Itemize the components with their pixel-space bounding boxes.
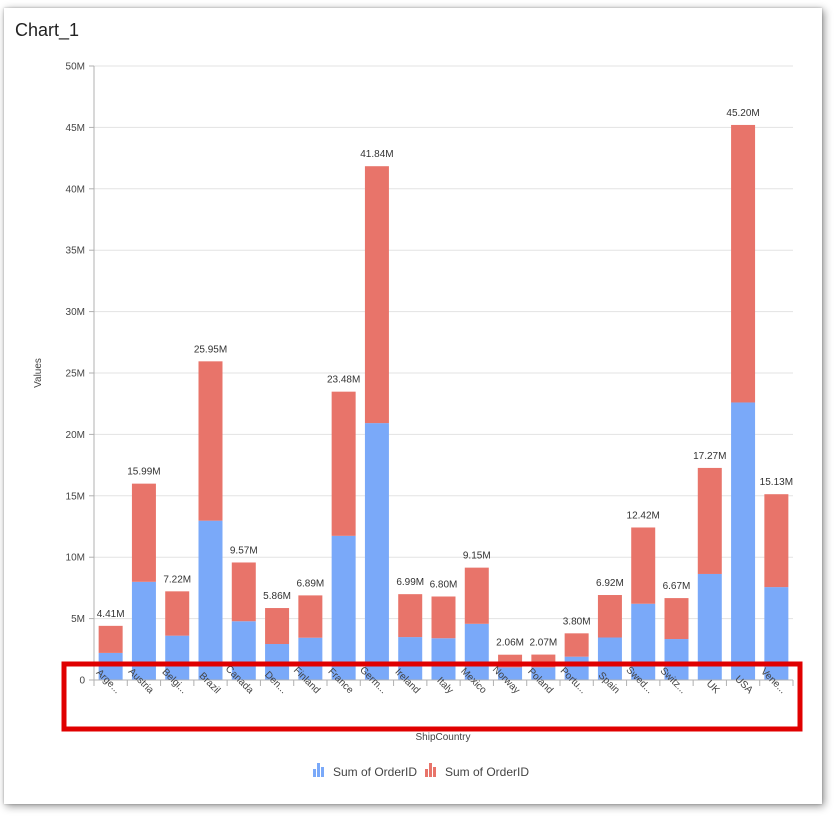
legend-item-1[interactable]: Sum of OrderID [313, 763, 417, 779]
bar-series-1[interactable] [298, 637, 323, 680]
bar-series-2[interactable] [764, 494, 789, 588]
bar-series-2[interactable] [731, 124, 756, 403]
y-tick-label: 0 [79, 676, 85, 687]
y-tick-label: 10M [66, 553, 85, 564]
bar-series-2[interactable] [298, 595, 323, 638]
data-label: 41.84M [360, 149, 393, 160]
bar-series-2[interactable] [431, 596, 456, 639]
y-tick-label: 20M [66, 430, 85, 441]
data-label: 17.27M [693, 451, 726, 462]
legend-bar-icon-part [321, 767, 324, 777]
y-axis: 0 5M 10M 15M 20M 25M 30M 35M 40M 45M 50M [66, 62, 95, 687]
bar-series-2[interactable] [398, 594, 423, 638]
bar-series-2[interactable] [631, 527, 656, 604]
bars: 4.41M 15.99M 7.22M 25.95M 9.57M 5.86M 6.89M 23.… [97, 108, 793, 680]
y-tick-label: 30M [66, 307, 85, 318]
legend-bar-icon-part [433, 767, 436, 777]
bar-series-2[interactable] [131, 483, 156, 582]
bar-series-2[interactable] [364, 166, 389, 424]
y-axis-title: Values [33, 358, 44, 388]
data-label: 3.80M [563, 616, 591, 627]
x-axis-title: ShipCountry [415, 732, 470, 743]
y-tick-label: 35M [66, 246, 85, 257]
legend-label: Sum of OrderID [333, 765, 417, 779]
data-label: 23.48M [327, 375, 360, 386]
y-tick-label: 40M [66, 184, 85, 195]
bar-series-1[interactable] [498, 667, 523, 680]
y-tick-label: 15M [66, 491, 85, 502]
data-label: 9.57M [230, 545, 258, 556]
bar-series-1[interactable] [198, 520, 223, 680]
bar-series-2[interactable] [265, 608, 290, 645]
bar-series-1[interactable] [331, 535, 356, 680]
y-tick-label: 25M [66, 369, 85, 380]
bar-series-1[interactable] [731, 402, 756, 680]
data-label: 7.22M [163, 574, 191, 585]
y-tick-label: 45M [66, 123, 85, 134]
chart-title: Chart_1 [15, 20, 80, 40]
bar-series-2[interactable] [331, 391, 356, 536]
data-label: 45.20M [726, 108, 759, 119]
bar-series-1[interactable] [464, 623, 489, 680]
bar-series-2[interactable] [198, 361, 223, 521]
bar-series-2[interactable] [98, 625, 123, 653]
data-label: 6.89M [296, 578, 324, 589]
legend-bar-icon-part [317, 763, 320, 777]
x-tick-label: UK [704, 679, 722, 697]
legend-label: Sum of OrderID [445, 765, 529, 779]
legend-bar-icon-part [313, 769, 316, 777]
bar-series-1[interactable] [398, 637, 423, 680]
bar-series-1[interactable] [597, 637, 622, 680]
bar-series-1[interactable] [664, 639, 689, 680]
bar-series-1[interactable] [364, 423, 389, 680]
data-label: 15.99M [127, 467, 160, 478]
bar-series-2[interactable] [231, 562, 256, 622]
legend-bar-icon-part [425, 769, 428, 777]
data-label: 9.15M [463, 551, 491, 562]
bar-series-1[interactable] [165, 635, 190, 680]
legend-bar-icon-part [429, 763, 432, 777]
bar-series-1[interactable] [631, 603, 656, 680]
highlight-box [61, 661, 803, 732]
bar-series-1[interactable] [531, 667, 556, 680]
data-label: 6.92M [596, 578, 624, 589]
data-label: 15.13M [760, 477, 793, 488]
y-tick-label: 50M [66, 62, 85, 73]
bar-series-1[interactable] [431, 638, 456, 680]
data-label: 12.42M [627, 510, 660, 521]
bar-series-2[interactable] [464, 567, 489, 624]
legend: Sum of OrderID Sum of OrderID [313, 763, 529, 779]
legend-item-2[interactable]: Sum of OrderID [425, 763, 529, 779]
bar-series-1[interactable] [231, 621, 256, 680]
data-label: 6.99M [396, 577, 424, 588]
data-label: 25.95M [194, 344, 227, 355]
data-label: 2.06M [496, 638, 524, 649]
bar-series-2[interactable] [564, 633, 589, 657]
data-label: 6.67M [663, 581, 691, 592]
data-label: 2.07M [529, 638, 557, 649]
bar-series-2[interactable] [664, 598, 689, 640]
bar-series-2[interactable] [165, 591, 190, 636]
bar-series-2[interactable] [597, 595, 622, 638]
data-label: 6.80M [430, 579, 458, 590]
data-label: 4.41M [97, 609, 125, 620]
y-tick-label: 5M [71, 614, 85, 625]
bar-series-2[interactable] [697, 467, 722, 574]
data-label: 5.86M [263, 591, 291, 602]
